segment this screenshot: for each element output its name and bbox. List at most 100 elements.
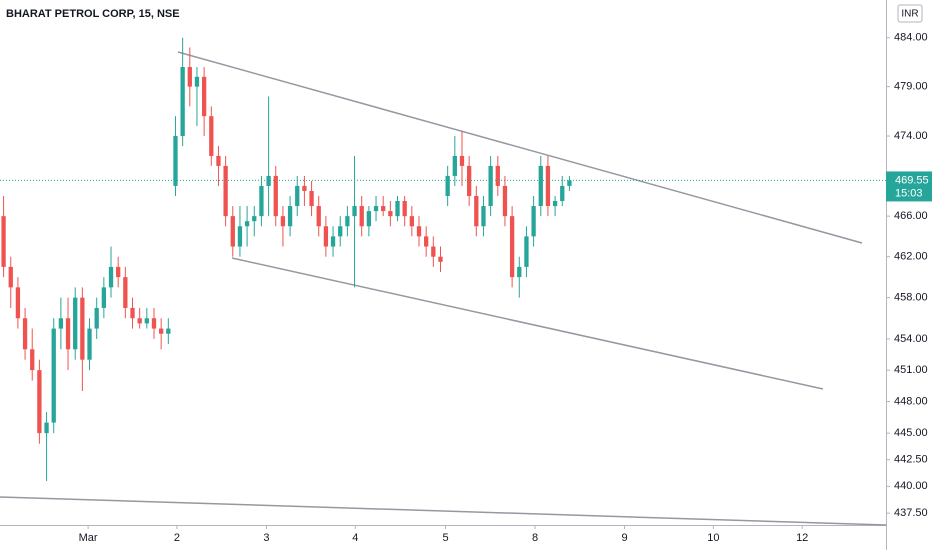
candle-body (545, 165, 551, 207)
candle-body (488, 165, 493, 207)
candle-body (216, 155, 221, 166)
candle-body (73, 297, 78, 350)
candle-body (366, 211, 372, 227)
candle-body (15, 287, 21, 319)
candle-body (8, 266, 13, 288)
x-tick-label: 4 (352, 532, 358, 544)
candle-body (280, 216, 286, 227)
x-tick-label: 9 (622, 532, 628, 544)
candle-body (273, 175, 278, 217)
y-tick-label: 448.00 (894, 395, 928, 407)
candle-body (438, 256, 443, 262)
x-tick-label: 8 (532, 532, 538, 544)
candle-body (502, 185, 508, 217)
candle-body (130, 307, 135, 319)
candle-body (409, 216, 414, 227)
candle-body (22, 318, 28, 350)
currency-label[interactable]: INR (901, 9, 918, 20)
candle-body (552, 201, 558, 207)
candle-body (108, 266, 114, 288)
candle-body (388, 211, 393, 217)
candle-body (180, 67, 185, 137)
candle-body (359, 206, 364, 227)
candle-body (474, 195, 479, 227)
candle-body (65, 318, 71, 350)
y-tick-label: 462.00 (894, 251, 928, 263)
x-tick-label: 10 (707, 532, 719, 544)
candle-body (80, 297, 85, 360)
y-tick-label: 440.00 (894, 480, 928, 492)
candle-body (259, 185, 264, 217)
candle-body (352, 206, 357, 217)
candle-body (495, 165, 500, 186)
candle-body (373, 206, 379, 212)
candle-body (266, 175, 271, 186)
trend-line (0, 496, 887, 526)
candle-body (187, 67, 192, 87)
x-tick-label: 3 (263, 532, 269, 544)
candle-body (87, 328, 92, 360)
candle-body (459, 155, 465, 166)
candle-body (509, 216, 515, 278)
trend-line (231, 257, 824, 390)
candle-body (244, 221, 250, 227)
candle-body (123, 277, 128, 308)
x-tick-label: 2 (174, 532, 180, 544)
candle-body (94, 307, 99, 329)
candle-body (481, 206, 486, 227)
candle-body (230, 216, 235, 247)
candle-body (237, 226, 243, 247)
candle-body (416, 226, 422, 237)
trend-line (177, 51, 863, 244)
candle-body (194, 76, 200, 87)
candle-body (345, 216, 350, 227)
candle-body (524, 236, 529, 267)
candle-body (151, 318, 157, 329)
candle-body (431, 246, 436, 257)
candle-body (166, 328, 171, 334)
candle-body (338, 226, 343, 237)
candle-body (517, 266, 522, 278)
candle-body (316, 206, 321, 227)
candle-body (560, 185, 565, 202)
candle-body (402, 201, 407, 217)
candle-body (173, 136, 178, 186)
candle-body (37, 370, 42, 434)
candle-body (531, 206, 536, 237)
y-tick-label: 454.00 (894, 333, 928, 345)
y-tick-label: 437.50 (894, 507, 928, 519)
candle-body (445, 175, 450, 196)
candle-body (159, 328, 164, 334)
candle-body (323, 226, 329, 247)
candle-body (424, 236, 429, 247)
x-tick-label: 12 (796, 532, 808, 544)
candle-body (452, 155, 457, 176)
candle-body (538, 165, 543, 207)
candle-body (137, 318, 142, 324)
chart-title: BHARAT PETROL CORP, 15, NSE (6, 8, 180, 20)
last-price-box (886, 171, 932, 202)
candle-body (252, 216, 257, 222)
candle-body (116, 266, 121, 278)
y-tick-label: 474.00 (894, 130, 928, 142)
y-tick-label: 479.00 (894, 81, 928, 93)
y-tick-label: 458.00 (894, 292, 928, 304)
candle-body (51, 328, 56, 423)
candle-body (58, 318, 64, 329)
candle-body (330, 236, 336, 247)
candle-body (144, 318, 149, 324)
currency-box[interactable] (897, 4, 923, 23)
y-tick-label: 445.00 (894, 427, 928, 439)
x-tick-label: 5 (442, 532, 448, 544)
y-tick-label: 484.00 (894, 32, 928, 44)
y-tick-label: 466.00 (894, 210, 928, 222)
candle-body (209, 116, 214, 156)
candle-body (309, 190, 314, 207)
candle-body (1, 216, 6, 267)
candle-body (567, 180, 572, 186)
x-tick-label: Mar (79, 532, 98, 544)
candle-body (287, 206, 293, 227)
last-time-label: 15:03 (895, 187, 923, 199)
